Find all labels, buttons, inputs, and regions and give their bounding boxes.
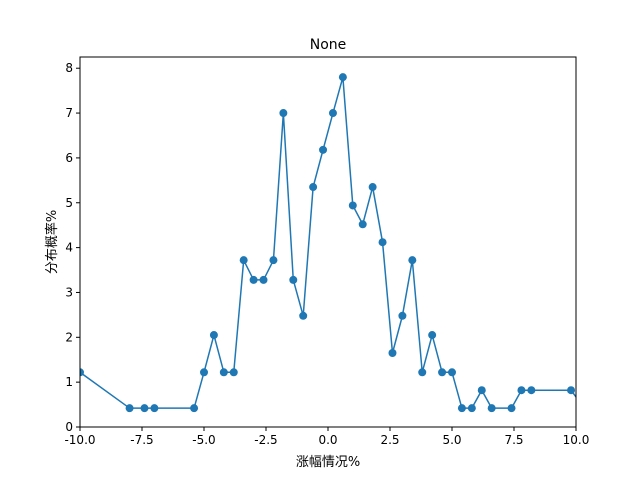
data-point xyxy=(457,404,466,413)
x-tick-label: 0.0 xyxy=(318,433,337,447)
data-point xyxy=(150,404,159,413)
data-point xyxy=(200,368,208,377)
data-point xyxy=(428,331,437,340)
data-point xyxy=(249,275,258,284)
data-point xyxy=(577,400,585,408)
data-point xyxy=(477,386,486,395)
data-point xyxy=(527,386,536,395)
data-point xyxy=(487,404,496,413)
data-point xyxy=(289,275,298,284)
data-point xyxy=(448,368,456,377)
x-tick-label: -7.5 xyxy=(130,433,153,447)
data-point xyxy=(190,404,199,413)
data-point xyxy=(269,256,278,265)
data-point xyxy=(368,183,377,192)
data-point xyxy=(418,368,427,377)
y-tick-label: 4 xyxy=(65,241,73,255)
data-point xyxy=(299,311,308,320)
data-point xyxy=(388,349,397,357)
x-tick-label: 5.0 xyxy=(442,433,461,447)
data-point xyxy=(80,368,84,377)
data-point xyxy=(398,311,407,320)
y-tick-label: 3 xyxy=(65,285,73,299)
x-axis-label: 涨幅情况% xyxy=(296,455,360,470)
x-tick-label: -10.0 xyxy=(64,433,95,447)
x-axis: -10.0 -7.5 -5.0 -2.5 0.0 2.5 5.0 7.5 10.0 xyxy=(64,427,589,447)
data-point xyxy=(309,183,318,192)
y-tick-label: 2 xyxy=(65,330,73,344)
data-point xyxy=(507,404,516,413)
y-tick-label: 7 xyxy=(65,106,73,120)
series-line xyxy=(80,76,576,409)
data-point xyxy=(338,73,347,82)
y-tick-label: 5 xyxy=(65,196,73,210)
data-point xyxy=(209,331,218,340)
data-point xyxy=(348,201,357,210)
y-axis: 0 1 2 3 4 5 6 7 8 xyxy=(65,61,80,434)
plot-area xyxy=(80,73,585,413)
y-tick-label: 0 xyxy=(65,420,73,434)
x-tick-label: 10.0 xyxy=(563,433,590,447)
chart-title: None xyxy=(310,37,347,53)
data-point xyxy=(567,386,576,395)
data-point xyxy=(438,368,447,377)
data-point xyxy=(239,256,248,265)
data-point xyxy=(408,256,417,265)
data-point xyxy=(125,404,134,413)
plot-background xyxy=(80,57,576,427)
x-tick-label: -5.0 xyxy=(192,433,215,447)
data-point xyxy=(378,238,387,247)
y-tick-label: 1 xyxy=(65,375,73,389)
data-point xyxy=(328,109,337,118)
data-point xyxy=(219,368,228,377)
data-point xyxy=(358,220,367,229)
data-point xyxy=(319,145,328,154)
data-point xyxy=(259,275,268,284)
x-tick-label: 7.5 xyxy=(504,433,523,447)
x-tick-label: 2.5 xyxy=(380,433,399,447)
data-point xyxy=(517,386,526,395)
data-point xyxy=(229,368,238,377)
y-tick-label: 8 xyxy=(65,61,73,75)
y-tick-label: 6 xyxy=(65,151,73,165)
data-point xyxy=(467,404,476,413)
x-tick-label: -2.5 xyxy=(254,433,277,447)
y-axis-label: 分布概率% xyxy=(44,210,60,274)
data-point xyxy=(279,109,288,118)
plot-frame xyxy=(79,56,577,428)
data-point xyxy=(140,404,149,413)
